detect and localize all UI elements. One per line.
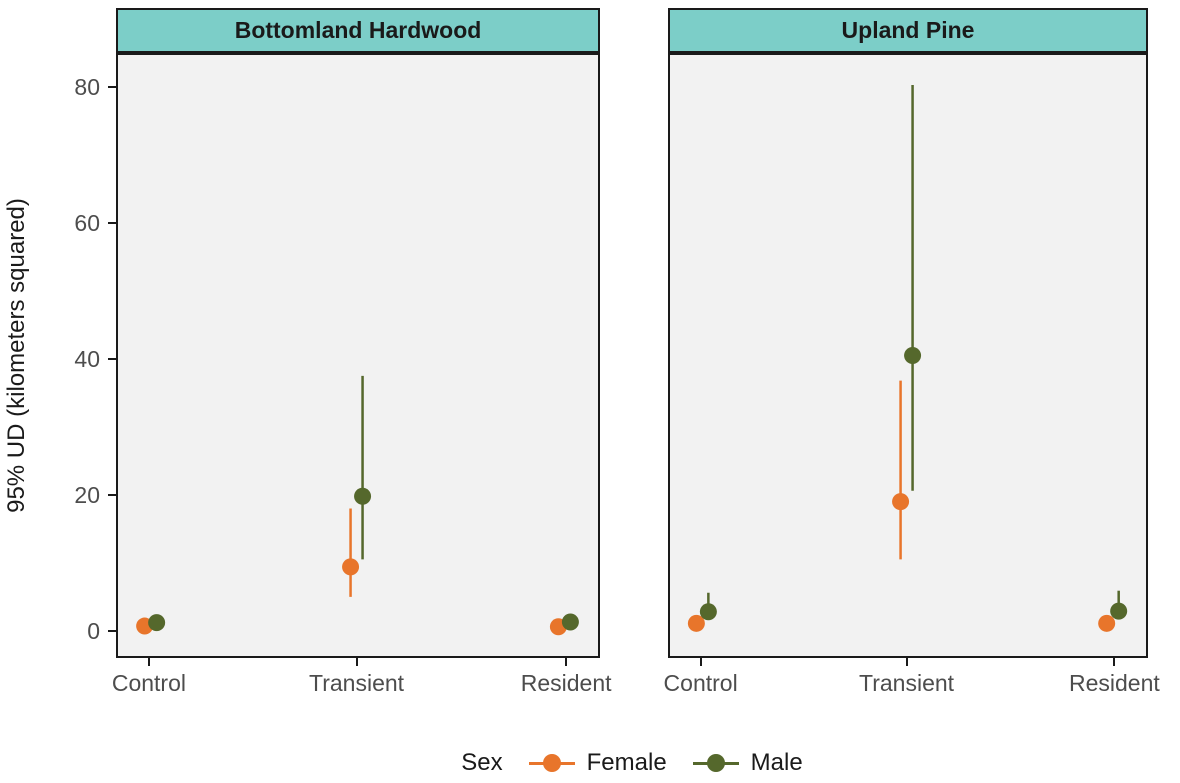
male-transient-point (904, 347, 922, 364)
y-tick-label: 0 (87, 617, 100, 644)
legend: Sex Female Male (116, 746, 1148, 780)
male-control-point (148, 614, 166, 632)
y-tick-label: 60 (74, 209, 100, 236)
y-tick-mark (108, 85, 116, 88)
female-resident-point (1098, 614, 1116, 632)
male-control-point (699, 603, 717, 621)
female-transient-point (892, 493, 910, 511)
x-tick-mark (147, 658, 150, 666)
y-tick-mark (108, 629, 116, 632)
y-tick-mark (108, 221, 116, 224)
facet-plot-area (687, 84, 1128, 632)
y-tick-label: 20 (74, 481, 100, 508)
plot-panel-upland-pine (668, 53, 1148, 658)
legend-label-female: Female (586, 749, 667, 776)
facet-title: Upland Pine (841, 17, 975, 43)
y-tick-mark (108, 493, 116, 496)
x-tick-label-resident: Resident (1069, 670, 1160, 696)
y-tick-label: 40 (74, 345, 100, 372)
facet-plot-area (136, 375, 579, 636)
x-tick-mark (699, 658, 702, 666)
female-control-point (687, 614, 705, 632)
female-transient-point (342, 558, 360, 576)
y-tick-mark (108, 357, 116, 360)
x-tick-label-transient: Transient (859, 670, 955, 696)
plot-panel-bottomland-hardwood (116, 53, 600, 658)
female-pointrange-key-icon (528, 752, 575, 774)
x-tick-mark (1113, 658, 1116, 666)
facet-title: Bottomland Hardwood (234, 17, 482, 43)
male-transient-point (354, 487, 372, 505)
male-resident-point (1110, 602, 1128, 620)
legend-title: Sex (461, 749, 503, 776)
legend-label-male: Male (750, 749, 803, 776)
legend-item-male: Male (692, 749, 803, 777)
y-tick-label: 80 (74, 73, 100, 100)
x-tick-label-transient: Transient (309, 670, 405, 696)
x-tick-mark (355, 658, 358, 666)
x-tick-label-resident: Resident (520, 670, 612, 696)
x-tick-mark (565, 658, 568, 666)
x-tick-label-control: Control (663, 670, 738, 696)
facet-strip-bottomland-hardwood: Bottomland Hardwood (116, 8, 600, 53)
legend-item-female: Female (528, 749, 667, 777)
male-pointrange-key-icon (692, 752, 739, 774)
facet-strip-upland-pine: Upland Pine (668, 8, 1148, 53)
x-tick-label-control: Control (111, 670, 186, 696)
x-tick-mark (905, 658, 908, 666)
male-resident-point (561, 613, 579, 631)
